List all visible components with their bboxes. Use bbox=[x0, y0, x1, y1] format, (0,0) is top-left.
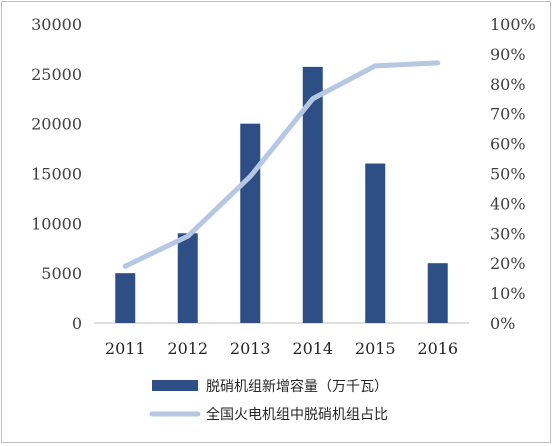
left-tick-label: 10000 bbox=[31, 214, 82, 233]
bar bbox=[177, 233, 198, 323]
bar bbox=[427, 263, 448, 323]
bar bbox=[240, 123, 261, 324]
category-label: 2016 bbox=[417, 339, 458, 358]
right-tick-label: 80% bbox=[490, 75, 526, 94]
left-tick-label: 20000 bbox=[31, 115, 82, 134]
right-tick-label: 90% bbox=[490, 45, 526, 64]
bar bbox=[365, 163, 386, 323]
legend-bar-label: 脱硝机组新增容量（万千瓦） bbox=[206, 378, 388, 395]
left-tick-label: 5000 bbox=[41, 264, 82, 283]
category-label: 2015 bbox=[355, 339, 396, 358]
legend: 脱硝机组新增容量（万千瓦） 全国火电机组中脱硝机组占比 bbox=[149, 378, 388, 423]
left-tick-label: 30000 bbox=[31, 15, 82, 34]
left-tick-label: 15000 bbox=[31, 165, 82, 184]
right-tick-label: 40% bbox=[490, 194, 526, 213]
legend-bar-swatch bbox=[152, 380, 198, 391]
category-label: 2011 bbox=[105, 339, 146, 358]
bar-series bbox=[115, 66, 448, 324]
legend-line-label: 全国火电机组中脱硝机组占比 bbox=[206, 406, 388, 423]
right-tick-label: 30% bbox=[490, 224, 526, 243]
category-label: 2012 bbox=[167, 339, 208, 358]
right-tick-label: 0% bbox=[490, 314, 515, 333]
left-axis-ticks: 0 5000 10000 15000 20000 25000 30000 bbox=[31, 15, 82, 333]
category-label: 2014 bbox=[292, 339, 333, 358]
left-tick-label: 0 bbox=[72, 314, 82, 333]
left-tick-label: 25000 bbox=[31, 65, 82, 84]
bar bbox=[115, 273, 136, 323]
line-series bbox=[122, 60, 441, 269]
bar bbox=[302, 66, 323, 324]
right-axis-ticks: 0% 10% 20% 30% 40% 50% 60% 70% 80% 90% 100% bbox=[490, 15, 536, 333]
category-label: 2013 bbox=[230, 339, 271, 358]
right-tick-label: 100% bbox=[490, 15, 536, 34]
right-tick-label: 60% bbox=[490, 135, 526, 154]
right-tick-label: 10% bbox=[490, 284, 526, 303]
right-tick-label: 50% bbox=[490, 165, 526, 184]
category-labels: 2011 2012 2013 2014 2015 2016 bbox=[105, 339, 458, 358]
right-tick-label: 20% bbox=[490, 254, 526, 273]
right-tick-label: 70% bbox=[490, 105, 526, 124]
